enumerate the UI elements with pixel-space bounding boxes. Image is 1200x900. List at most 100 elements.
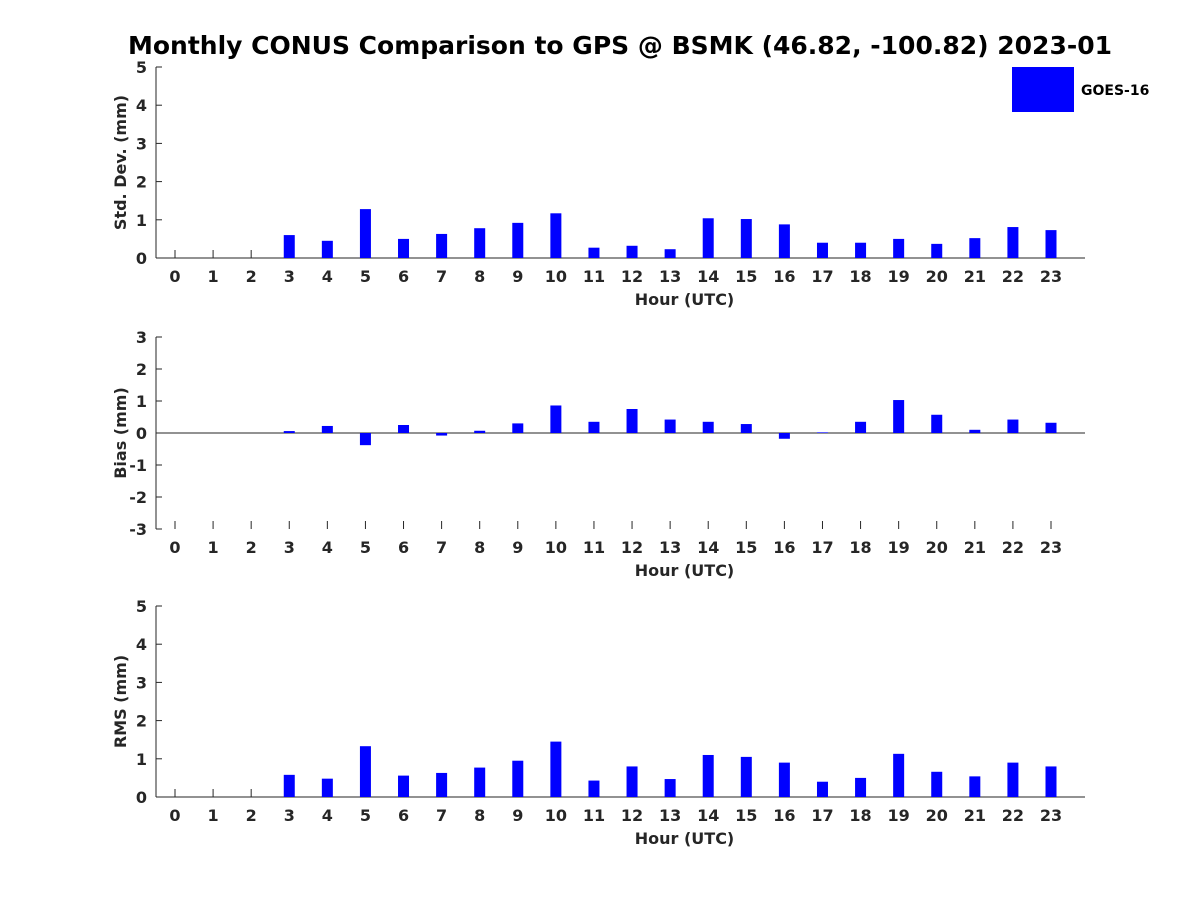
x-tick-label: 19	[888, 806, 910, 825]
y-tick-label: 1	[136, 392, 147, 411]
x-tick-label: 4	[322, 806, 333, 825]
x-tick-label: 9	[512, 806, 523, 825]
bar-bias-hour-9	[512, 423, 524, 433]
bar-stddev-hour-7	[436, 233, 448, 258]
bar-rms-hour-8	[474, 767, 486, 797]
x-tick-label: 15	[735, 806, 757, 825]
x-tick-label: 18	[849, 806, 871, 825]
x-tick-label: 23	[1040, 806, 1062, 825]
bar-bias-hour-8	[474, 430, 486, 433]
bar-stddev-hour-14	[702, 218, 714, 258]
x-tick-label: 1	[208, 806, 219, 825]
x-axis-label: Hour (UTC)	[635, 561, 735, 580]
x-tick-label: 7	[436, 538, 447, 557]
x-tick-label: 4	[322, 538, 333, 557]
bar-stddev-hour-12	[626, 245, 638, 258]
bar-stddev-hour-16	[778, 224, 790, 258]
x-axis-label: Hour (UTC)	[635, 829, 735, 848]
x-tick-label: 0	[169, 806, 180, 825]
x-tick-label: 5	[360, 806, 371, 825]
y-tick-label: 3	[136, 134, 147, 153]
x-tick-label: 3	[284, 538, 295, 557]
x-tick-label: 9	[512, 538, 523, 557]
x-axis-label: Hour (UTC)	[635, 290, 735, 309]
x-tick-label: 21	[964, 538, 986, 557]
y-tick-label: 0	[136, 424, 147, 443]
x-tick-label: 1	[208, 267, 219, 286]
y-axis-label: Std. Dev. (mm)	[111, 95, 130, 230]
x-tick-label: 18	[849, 267, 871, 286]
bar-bias-hour-14	[702, 421, 714, 433]
x-tick-label: 6	[398, 267, 409, 286]
x-tick-label: 1	[208, 538, 219, 557]
x-tick-label: 23	[1040, 538, 1062, 557]
x-tick-label: 10	[545, 267, 567, 286]
x-tick-label: 19	[888, 538, 910, 557]
y-tick-label: 1	[136, 211, 147, 230]
bar-stddev-hour-6	[398, 238, 410, 258]
x-tick-label: 17	[811, 806, 833, 825]
bar-rms-hour-6	[398, 775, 410, 797]
x-tick-label: 12	[621, 538, 643, 557]
bar-bias-hour-7	[436, 433, 448, 436]
x-tick-label: 20	[926, 806, 948, 825]
y-tick-label: 2	[136, 360, 147, 379]
y-tick-label: 0	[136, 788, 147, 807]
bar-rms-hour-11	[588, 780, 600, 797]
bar-bias-hour-18	[855, 421, 867, 433]
x-tick-label: 9	[512, 267, 523, 286]
bar-stddev-hour-23	[1045, 230, 1057, 258]
x-tick-label: 14	[697, 267, 719, 286]
bar-rms-hour-14	[702, 754, 714, 797]
bar-bias-hour-3	[283, 431, 295, 433]
x-tick-label: 4	[322, 267, 333, 286]
bar-rms-hour-15	[740, 756, 752, 797]
bar-rms-hour-23	[1045, 766, 1057, 797]
chart-title: Monthly CONUS Comparison to GPS @ BSMK (…	[128, 31, 1112, 60]
bar-bias-hour-17	[816, 432, 828, 433]
bar-stddev-hour-18	[855, 242, 867, 258]
bar-rms-hour-21	[969, 776, 981, 797]
bar-stddev-hour-13	[664, 249, 676, 258]
x-tick-label: 17	[811, 267, 833, 286]
bar-stddev-hour-3	[283, 235, 295, 258]
bar-stddev-hour-22	[1007, 227, 1019, 258]
bar-bias-hour-21	[969, 429, 981, 433]
bar-stddev-hour-19	[893, 238, 905, 258]
x-tick-label: 3	[284, 806, 295, 825]
x-tick-label: 14	[697, 538, 719, 557]
x-tick-label: 15	[735, 538, 757, 557]
x-tick-label: 21	[964, 267, 986, 286]
bar-stddev-hour-11	[588, 247, 600, 258]
bar-stddev-hour-20	[931, 243, 943, 258]
x-tick-label: 17	[811, 538, 833, 557]
x-tick-label: 16	[773, 806, 795, 825]
y-tick-label: 0	[136, 249, 147, 268]
x-tick-label: 8	[474, 267, 485, 286]
bar-bias-hour-20	[931, 414, 943, 433]
bar-bias-hour-13	[664, 419, 676, 433]
bar-bias-hour-16	[778, 433, 790, 439]
bar-rms-hour-4	[321, 778, 333, 797]
x-tick-label: 13	[659, 538, 681, 557]
y-tick-label: 1	[136, 750, 147, 769]
x-tick-label: 22	[1002, 806, 1024, 825]
x-tick-label: 11	[583, 267, 605, 286]
y-axis-label: RMS (mm)	[111, 655, 130, 748]
x-tick-label: 10	[545, 538, 567, 557]
bar-stddev-hour-4	[321, 240, 333, 258]
x-tick-label: 2	[246, 267, 257, 286]
y-axis-label: Bias (mm)	[111, 387, 130, 479]
x-tick-label: 6	[398, 538, 409, 557]
x-tick-label: 0	[169, 267, 180, 286]
x-tick-label: 19	[888, 267, 910, 286]
bar-rms-hour-10	[550, 741, 562, 797]
y-tick-label: -1	[129, 456, 147, 475]
x-tick-label: 16	[773, 538, 795, 557]
x-tick-label: 22	[1002, 267, 1024, 286]
bar-rms-hour-7	[436, 772, 448, 797]
bar-bias-hour-4	[321, 425, 333, 433]
